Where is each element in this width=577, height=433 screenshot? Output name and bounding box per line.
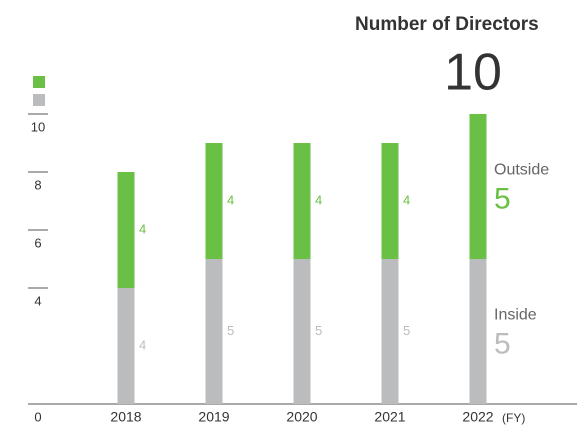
value-label: 5 xyxy=(227,323,234,338)
value-label: 4 xyxy=(227,192,234,207)
value-label: 4 xyxy=(403,192,410,207)
x-tick-label: 2018 xyxy=(110,409,141,425)
bar-segment xyxy=(381,143,399,259)
bar-segment xyxy=(205,143,223,259)
y-tick-label: 8 xyxy=(34,177,41,192)
series-value: 5 xyxy=(494,182,511,215)
series-name: Outside xyxy=(494,162,549,179)
legend-swatch xyxy=(33,76,45,88)
series-value: 5 xyxy=(494,327,511,360)
bar-segment xyxy=(293,259,311,404)
y-tick-label: 4 xyxy=(34,293,41,308)
chart-title: Number of Directors xyxy=(355,14,539,35)
value-label: 4 xyxy=(139,337,146,352)
bar-segment xyxy=(117,288,135,404)
bar-segment xyxy=(205,259,223,404)
x-tick-label: 2022 xyxy=(462,409,493,425)
y-tick-label: 6 xyxy=(34,235,41,250)
bar-segment xyxy=(117,172,135,288)
series-name: Inside xyxy=(494,307,537,324)
value-label: 5 xyxy=(315,323,322,338)
x-tick-label: 2019 xyxy=(198,409,229,425)
x-tick-label: 2021 xyxy=(374,409,405,425)
bar-segment xyxy=(469,114,487,259)
bar-segment xyxy=(469,259,487,404)
bar-segment xyxy=(381,259,399,404)
value-label: 5 xyxy=(403,323,410,338)
y-tick-label: 10 xyxy=(31,119,45,134)
y-tick-label: 0 xyxy=(34,409,41,424)
value-label: 4 xyxy=(315,192,322,207)
legend-swatch xyxy=(33,94,45,106)
bar-segment xyxy=(293,143,311,259)
x-tick-label: 2020 xyxy=(286,409,317,425)
total-label: 10 xyxy=(444,44,502,102)
x-unit: (FY) xyxy=(502,411,525,425)
value-label: 4 xyxy=(139,221,146,236)
